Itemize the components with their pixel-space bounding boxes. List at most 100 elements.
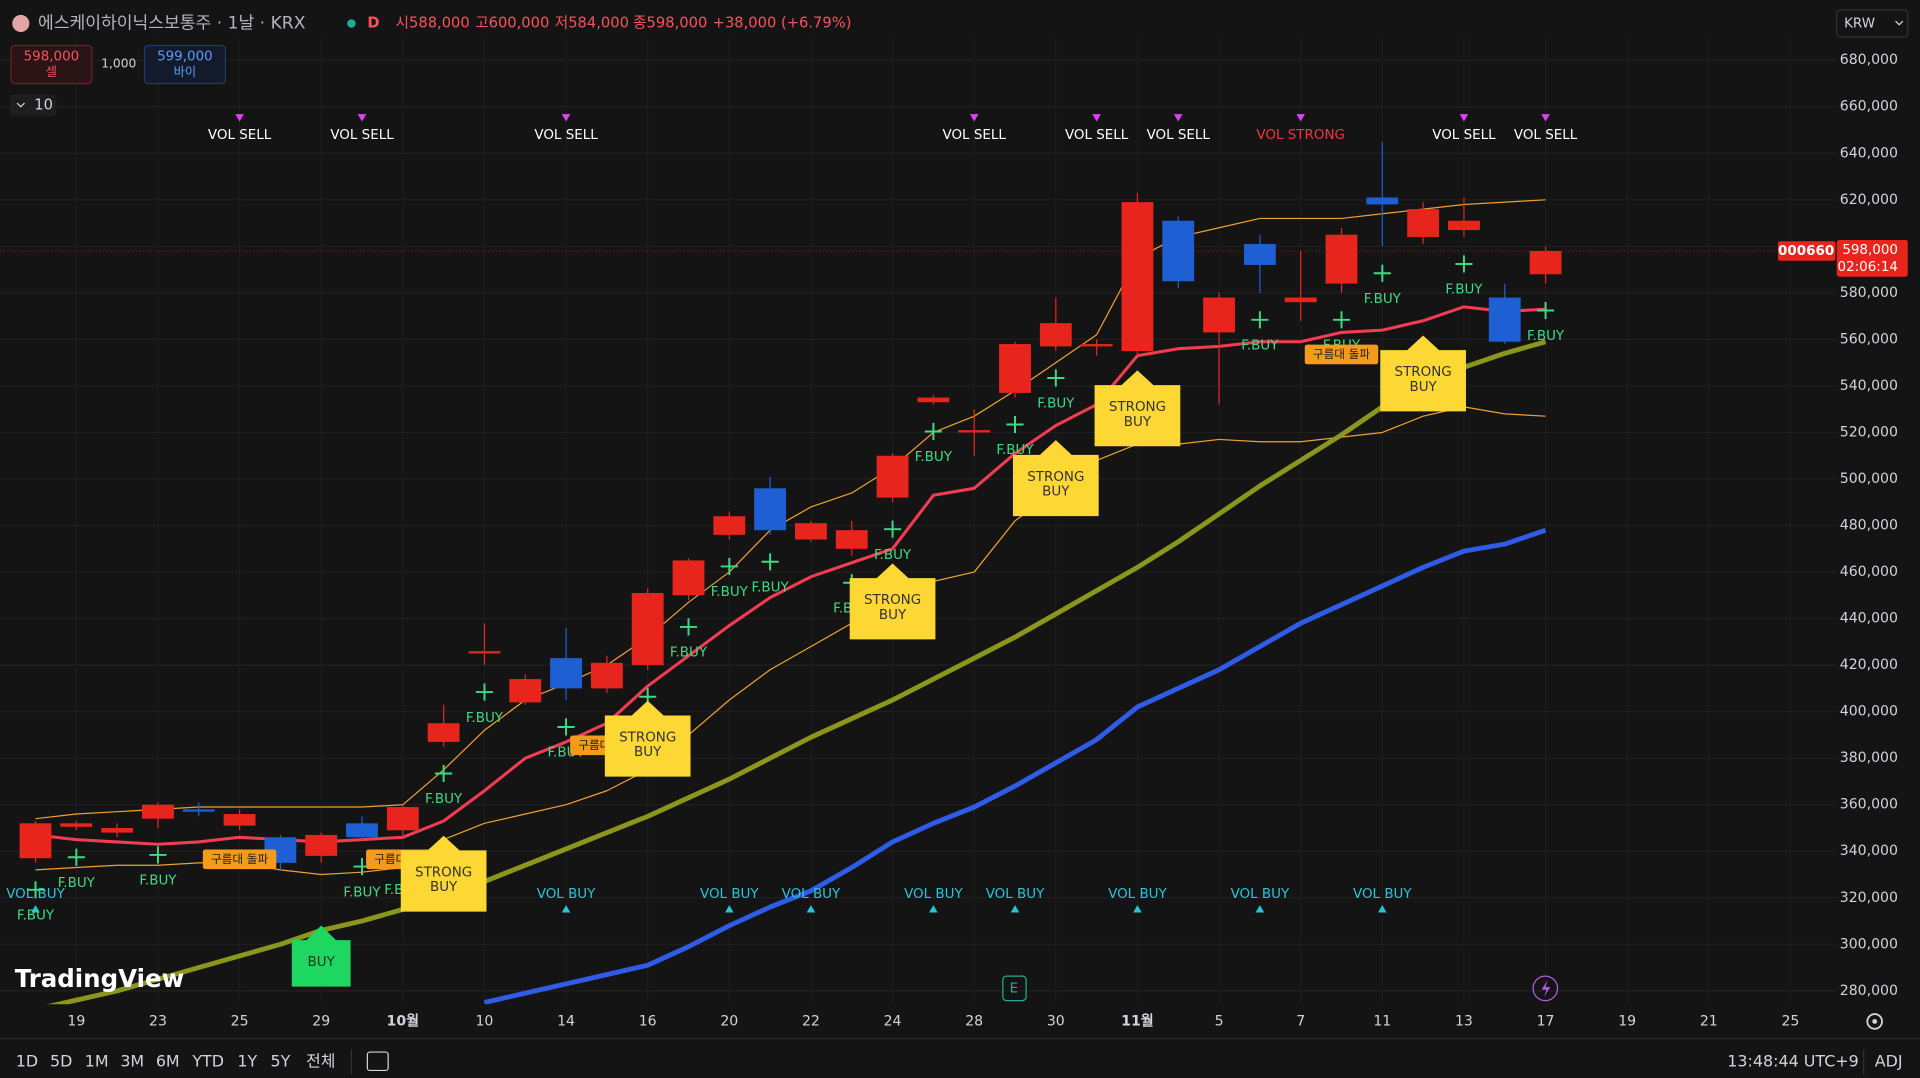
plot [0, 141, 1837, 1005]
f-buy-cross [1332, 311, 1351, 329]
f-buy-cross [1047, 369, 1065, 387]
buy-box [291, 925, 351, 987]
adjust-button[interactable]: ADJ [1875, 1051, 1903, 1070]
y-tick-label: 560,000 [1840, 331, 1898, 347]
strong-buy-box [400, 835, 487, 912]
sell-marker [1296, 114, 1305, 122]
candle-body [713, 516, 746, 535]
range-button[interactable]: 1D [16, 1051, 38, 1070]
f-buy-cross [26, 881, 45, 899]
buy-marker [806, 905, 816, 913]
interval-badge: D [367, 14, 379, 31]
countdown: 02:06:14 [1838, 260, 1898, 275]
event-icon [1532, 975, 1559, 1002]
settings-icon[interactable] [1866, 1013, 1883, 1030]
candle-body [917, 397, 950, 403]
candle-body [1488, 297, 1521, 342]
y-tick-label: 680,000 [1840, 52, 1898, 68]
symbol-icon [12, 14, 30, 33]
strong-buy-box [849, 563, 936, 640]
sell-label: 셀 [46, 65, 57, 79]
f-buy-cross [435, 764, 453, 783]
strong-buy-label: STRONG [1109, 400, 1166, 415]
f-buy-label: F.BUY [1527, 329, 1565, 344]
buy-marker [1010, 905, 1020, 913]
vol-buy-label: VOL BUY [537, 887, 596, 902]
chevron [1895, 20, 1904, 26]
indicator-toggle[interactable] [9, 94, 57, 117]
candle-body [958, 430, 991, 433]
f-buy-label: F.BUY [670, 646, 708, 661]
buy-button[interactable] [143, 44, 226, 85]
x-tick-label: 10월 [387, 1012, 420, 1029]
x-tick-label: 5 [1215, 1013, 1224, 1029]
chevron [16, 102, 25, 108]
candle-body [1284, 297, 1317, 303]
f-buy-cross [557, 718, 575, 736]
candle-body [795, 523, 827, 540]
sell-marker [969, 114, 979, 122]
candle-body [1121, 202, 1154, 352]
cloud-label: 구름대 돌파 [1313, 347, 1370, 361]
indicator-line [47, 339, 1547, 1005]
open-text: 시588,000 [396, 14, 470, 31]
y-tick-label: 540,000 [1840, 378, 1898, 394]
strong-buy-label: BUY [1042, 485, 1070, 500]
strong-buy-label: STRONG [1395, 365, 1452, 380]
range-button[interactable]: 6M [156, 1051, 180, 1070]
candle-body [590, 662, 623, 689]
ticker-tag-text: 000660 [1778, 244, 1834, 259]
sell-button[interactable] [10, 44, 93, 85]
range-button[interactable]: 전체 [306, 1051, 335, 1070]
vol-buy-label: VOL BUY [1231, 887, 1290, 902]
strong-buy-box [1012, 440, 1099, 517]
toolbar: 1D 5D 1M 3M 6M YTD 1Y 5Y 전체 [16, 1051, 336, 1070]
range-button[interactable]: YTD [191, 1051, 224, 1070]
candle-body [142, 804, 174, 819]
strong-buy-label: BUY [1409, 380, 1437, 395]
strong-buy-label: STRONG [415, 865, 472, 880]
y-tick-label: 380,000 [1840, 750, 1898, 766]
f-buy-label: F.BUY [58, 876, 96, 891]
y-tick-label: 460,000 [1840, 564, 1898, 580]
candle-body [386, 807, 419, 831]
price-tag-text: 598,000 [1842, 243, 1898, 258]
vol-buy-label: VOL BUY [904, 887, 963, 902]
date-range-button[interactable] [366, 1051, 389, 1072]
f-buy-label: F.BUY [466, 711, 504, 726]
vol-label: VOL SELL [330, 128, 394, 143]
range-button[interactable]: 5D [50, 1051, 72, 1070]
x-tick-label: 24 [884, 1013, 902, 1029]
ticker-tag [1777, 241, 1836, 261]
y-tick-label: 300,000 [1840, 936, 1898, 952]
close-text: 종598,000 [633, 14, 707, 31]
indicator-line [35, 199, 1546, 820]
currency-button[interactable] [1836, 9, 1909, 38]
candle-body [60, 823, 93, 827]
indicator-line [35, 406, 1546, 876]
strong-buy-box [604, 700, 691, 777]
range-button[interactable]: 3M [120, 1051, 144, 1070]
candle-body [468, 651, 501, 654]
f-buy-label: F.BUY [711, 585, 749, 600]
strong-buy-label: BUY [634, 745, 662, 760]
f-buy-cross [67, 848, 85, 866]
change-text: +38,000 (+6.79%) [713, 14, 852, 31]
buy-marker [1255, 905, 1265, 913]
candle-body [19, 823, 52, 859]
range-button[interactable]: 5Y [270, 1051, 290, 1070]
range-button[interactable]: 1M [85, 1051, 109, 1070]
f-buy-label: F.BUY [425, 792, 463, 807]
candle-body [631, 593, 664, 666]
clock: 13:48:44 UTC+9 [1727, 1051, 1858, 1070]
candle-body [1529, 251, 1562, 275]
buy-marker [725, 905, 734, 913]
f-buy-label: F.BUY [1364, 292, 1402, 307]
range-button[interactable]: 1Y [237, 1051, 257, 1070]
x-tick-label: 21 [1700, 1013, 1718, 1029]
y-tick-label: 500,000 [1840, 471, 1898, 487]
candle-body [509, 679, 542, 703]
x-tick-label: 14 [557, 1013, 575, 1029]
vol-label: VOL STRONG [1256, 128, 1345, 143]
